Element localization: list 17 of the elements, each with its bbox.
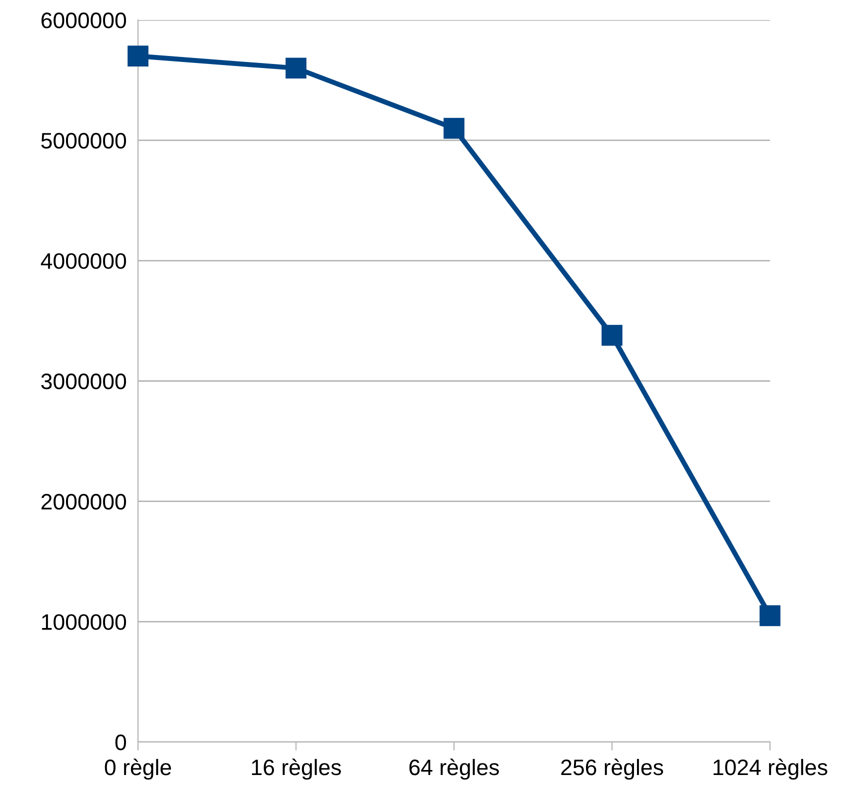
x-tick-label: 256 règles <box>561 758 664 780</box>
y-tick-label: 5000000 <box>41 132 126 149</box>
x-tick-label: 1024 règles <box>714 758 828 780</box>
x-tick-label: 64 règles <box>409 758 499 780</box>
y-tick-label: 2000000 <box>42 494 126 510</box>
point <box>444 118 464 139</box>
point <box>760 605 780 626</box>
x-tick-label: 16 règles <box>252 758 341 780</box>
y-tick-label: 3000000 <box>41 374 126 390</box>
y-tick-label: 6000000 <box>42 12 126 28</box>
y-tick-label: 4000000 <box>40 253 126 269</box>
point <box>602 324 622 346</box>
y-tick-label: 1000000 <box>42 614 126 630</box>
point <box>286 58 306 79</box>
point <box>128 46 148 67</box>
y-tick-label: 0 <box>115 734 126 750</box>
x-tick-label: 0 règle <box>104 758 171 780</box>
